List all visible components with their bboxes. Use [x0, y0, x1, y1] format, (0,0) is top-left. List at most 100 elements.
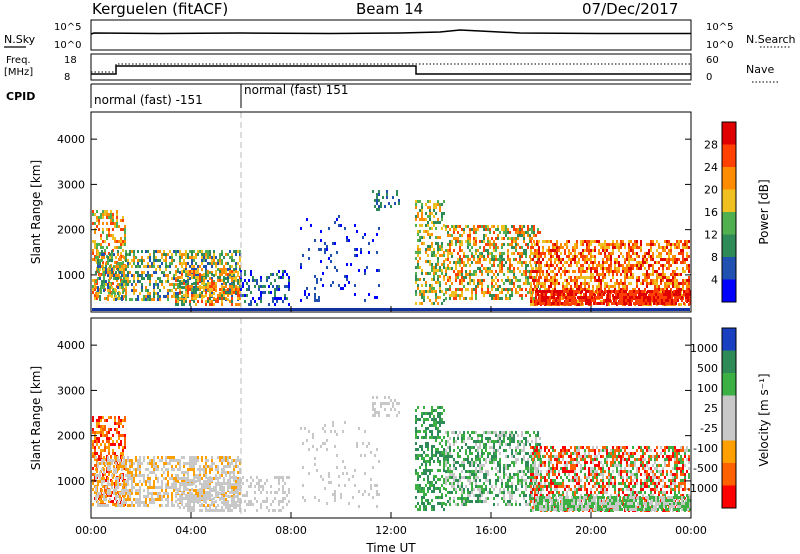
power-cell [278, 297, 280, 300]
velocity-cell [248, 485, 250, 488]
power-cell [103, 283, 105, 286]
power-cell [670, 252, 672, 255]
power-cell [662, 264, 664, 267]
velocity-cell [197, 492, 199, 495]
power-cell [316, 299, 318, 302]
velocity-cell [284, 491, 286, 494]
power-cell [350, 263, 352, 266]
velocity-cell [223, 488, 225, 491]
power-cell [545, 299, 547, 302]
velocity-cell [250, 503, 252, 506]
power-cell [676, 246, 678, 249]
power-cell [547, 290, 549, 293]
power-cell [565, 290, 567, 293]
power-cell [129, 253, 131, 256]
power-cell [507, 228, 509, 231]
power-cell [511, 252, 513, 255]
power-cell [437, 281, 439, 284]
velocity-cell [131, 474, 133, 477]
power-cell [562, 264, 564, 267]
power-cell [137, 298, 139, 301]
power-cell [429, 260, 431, 263]
power-cell [445, 297, 447, 300]
power-cell [423, 290, 425, 293]
power-cell [114, 237, 116, 240]
power-cell [501, 264, 503, 267]
velocity-cell [266, 491, 268, 494]
power-cell [594, 255, 596, 258]
power-cell [669, 302, 671, 305]
power-cell [523, 234, 525, 237]
power-cell [485, 258, 487, 261]
power-cell [274, 297, 276, 300]
velocity-cell [177, 476, 179, 479]
velocity-cell [203, 483, 205, 486]
velocity-cell [151, 486, 153, 489]
power-cell [217, 268, 219, 271]
power-cell [221, 285, 223, 288]
velocity-cell [356, 445, 358, 448]
power-cell [354, 254, 356, 257]
power-cell [606, 261, 608, 264]
power-cell [513, 225, 515, 228]
power-cell [489, 228, 491, 231]
power-cell [521, 261, 523, 264]
velocity-cell [239, 498, 241, 501]
power-cell [137, 295, 139, 298]
power-cell [656, 279, 658, 282]
velocity-cell [235, 476, 237, 479]
velocity-cell [125, 480, 127, 483]
velocity-data-region [92, 396, 691, 512]
velocity-cell [181, 498, 183, 501]
power-cell [129, 298, 131, 301]
power-cell [467, 258, 469, 261]
power-cell [167, 280, 169, 283]
velocity-cell [117, 483, 119, 486]
velocity-cell [370, 451, 372, 454]
velocity-cell [153, 501, 155, 504]
power-cell [368, 293, 370, 296]
power-cell [459, 261, 461, 264]
power-cell [653, 290, 655, 293]
velocity-cell [96, 437, 98, 440]
velocity-cell [231, 501, 233, 504]
power-cell [107, 268, 109, 271]
velocity-cell [139, 492, 141, 495]
power-cell [459, 249, 461, 252]
velocity-cell [417, 448, 419, 451]
velocity-cell [266, 500, 268, 503]
power-cell [667, 293, 669, 296]
power-cell [537, 290, 539, 293]
power-cell [433, 248, 435, 251]
velocity-cell [272, 509, 274, 512]
power-cell [262, 285, 264, 288]
power-cell [561, 290, 563, 293]
power-cell [103, 289, 105, 292]
power-cell [264, 285, 266, 288]
power-cell [497, 237, 499, 240]
power-cell [270, 282, 272, 285]
power-cell [425, 284, 427, 287]
velocity-cell [157, 492, 159, 495]
velocity-cell [211, 479, 213, 482]
power-cell [155, 280, 157, 283]
power-cell [197, 265, 199, 268]
power-cell [639, 302, 641, 305]
velocity-cell [149, 498, 151, 501]
velocity-cell [115, 486, 117, 489]
power-cell [300, 266, 302, 269]
power-cell [161, 283, 163, 286]
power-cell [433, 251, 435, 254]
power-cell [580, 240, 582, 243]
power-cell [669, 296, 671, 299]
power-cell [497, 225, 499, 228]
power-cell [429, 236, 431, 239]
velocity-cell [195, 480, 197, 483]
power-cell [437, 257, 439, 260]
power-cell [632, 273, 634, 276]
velocity-cell [191, 456, 193, 459]
power-cell [638, 267, 640, 270]
velocity-cell [113, 471, 115, 474]
power-cell [547, 302, 549, 305]
velocity-cell [304, 427, 306, 430]
